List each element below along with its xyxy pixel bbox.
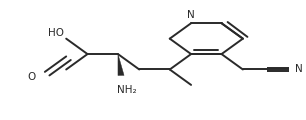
Text: N: N bbox=[295, 64, 303, 75]
Text: N: N bbox=[187, 10, 195, 20]
Text: NH₂: NH₂ bbox=[117, 85, 137, 95]
Text: O: O bbox=[28, 72, 36, 82]
Polygon shape bbox=[118, 54, 124, 75]
Text: HO: HO bbox=[47, 28, 64, 38]
